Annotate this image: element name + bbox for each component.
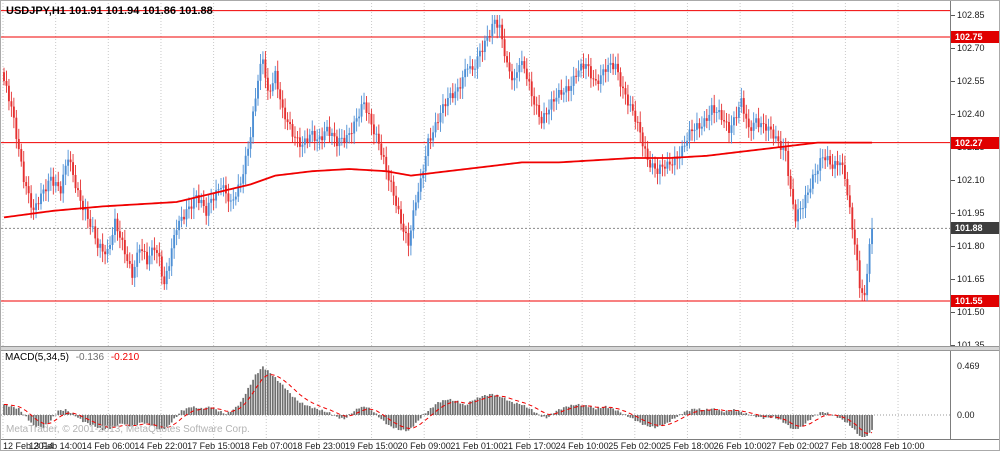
time-axis-label: 14 Feb 22:00: [134, 441, 188, 451]
macd-value-main: -0.136: [75, 352, 105, 363]
time-axis-label: 27 Feb 02:00: [766, 441, 820, 451]
time-axis-label: 26 Feb 10:00: [713, 441, 767, 451]
axis-tickmark: [951, 180, 955, 181]
macd-histogram: [3, 366, 873, 437]
time-axis-label: 27 Feb 18:00: [818, 441, 872, 451]
panel-splitter[interactable]: [1, 346, 999, 351]
time-axis-label: 18 Feb 23:00: [292, 441, 346, 451]
macd-chart[interactable]: [1, 350, 950, 439]
time-axis-label: 21 Feb 01:00: [450, 441, 504, 451]
metatrader-watermark: MetaTrader, © 2001-2013, MetaQuotes Soft…: [6, 424, 250, 435]
axis-tickmark: [951, 114, 955, 115]
price-axis-tick: 102.70: [957, 43, 985, 53]
time-axis-label: 20 Feb 09:00: [397, 441, 451, 451]
time-gridlines: [2, 3, 899, 346]
time-axis-label: 21 Feb 17:00: [502, 441, 557, 451]
price-axis-tick: 101.65: [957, 274, 985, 284]
axis-tickmark: [951, 48, 955, 49]
time-axis-label: 25 Feb 02:00: [608, 441, 662, 451]
level-price-tag: 102.75: [951, 31, 999, 43]
macd-indicator-label: MACD(5,34,5) -0.136 -0.210: [5, 352, 139, 363]
axis-tickmark: [951, 246, 955, 247]
price-axis-tick: 102.10: [957, 175, 985, 185]
price-axis-tick: 102.85: [957, 10, 985, 20]
time-axis-label: 13 Feb 14:00: [29, 441, 83, 451]
main-chart[interactable]: [1, 1, 950, 346]
price-axis[interactable]: 102.85102.70102.55102.40102.25102.10101.…: [950, 1, 999, 439]
macd-signal-line: [3, 374, 873, 434]
time-axis-label: 28 Feb 10:00: [871, 441, 925, 451]
time-axis-label: 18 Feb 07:00: [239, 441, 293, 451]
price-axis-tick: 102.40: [957, 109, 985, 119]
time-axis-label: 12 Feb 2014: [3, 441, 54, 451]
price-axis-tick: 102.55: [957, 76, 985, 86]
axis-tickmark: [951, 15, 955, 16]
macd-value-signal: -0.210: [110, 352, 140, 363]
time-axis-label: 24 Feb 10:00: [555, 441, 609, 451]
axis-tickmark: [951, 279, 955, 280]
axis-tickmark: [951, 213, 955, 214]
price-axis-tick: 101.80: [957, 241, 985, 251]
axis-tickmark: [951, 345, 955, 346]
time-axis-label: 19 Feb 15:00: [345, 441, 399, 451]
symbol-title: USDJPY,H1 101.91 101.94 101.86 101.88: [6, 5, 213, 17]
time-axis-label: 14 Feb 06:00: [81, 441, 135, 451]
macd-axis-tick: 0.00: [957, 410, 975, 420]
axis-tickmark: [951, 81, 955, 82]
level-price-tag: 102.27: [951, 136, 999, 149]
axis-tickmark: [951, 312, 955, 313]
bid-price-tag: 101.88: [951, 222, 999, 235]
price-axis-tick: 101.35: [957, 340, 985, 350]
time-axis-label: 17 Feb 15:00: [187, 441, 241, 451]
macd-name: MACD(5,34,5): [5, 352, 69, 363]
price-level-lines[interactable]: [1, 10, 950, 302]
level-price-tag: 101.55: [951, 295, 999, 307]
price-axis-tick: 101.95: [957, 208, 985, 218]
candles-series: [3, 15, 873, 302]
time-axis[interactable]: 12 Feb 2014 13 Feb 14:00 14 Feb 06:00 14 Fe…: [1, 439, 999, 451]
moving-average-line: [3, 141, 873, 219]
price-axis-tick: 101.50: [957, 307, 985, 317]
macd-axis-tick: 0.469: [957, 360, 980, 371]
time-axis-label: 25 Feb 18:00: [660, 441, 714, 451]
